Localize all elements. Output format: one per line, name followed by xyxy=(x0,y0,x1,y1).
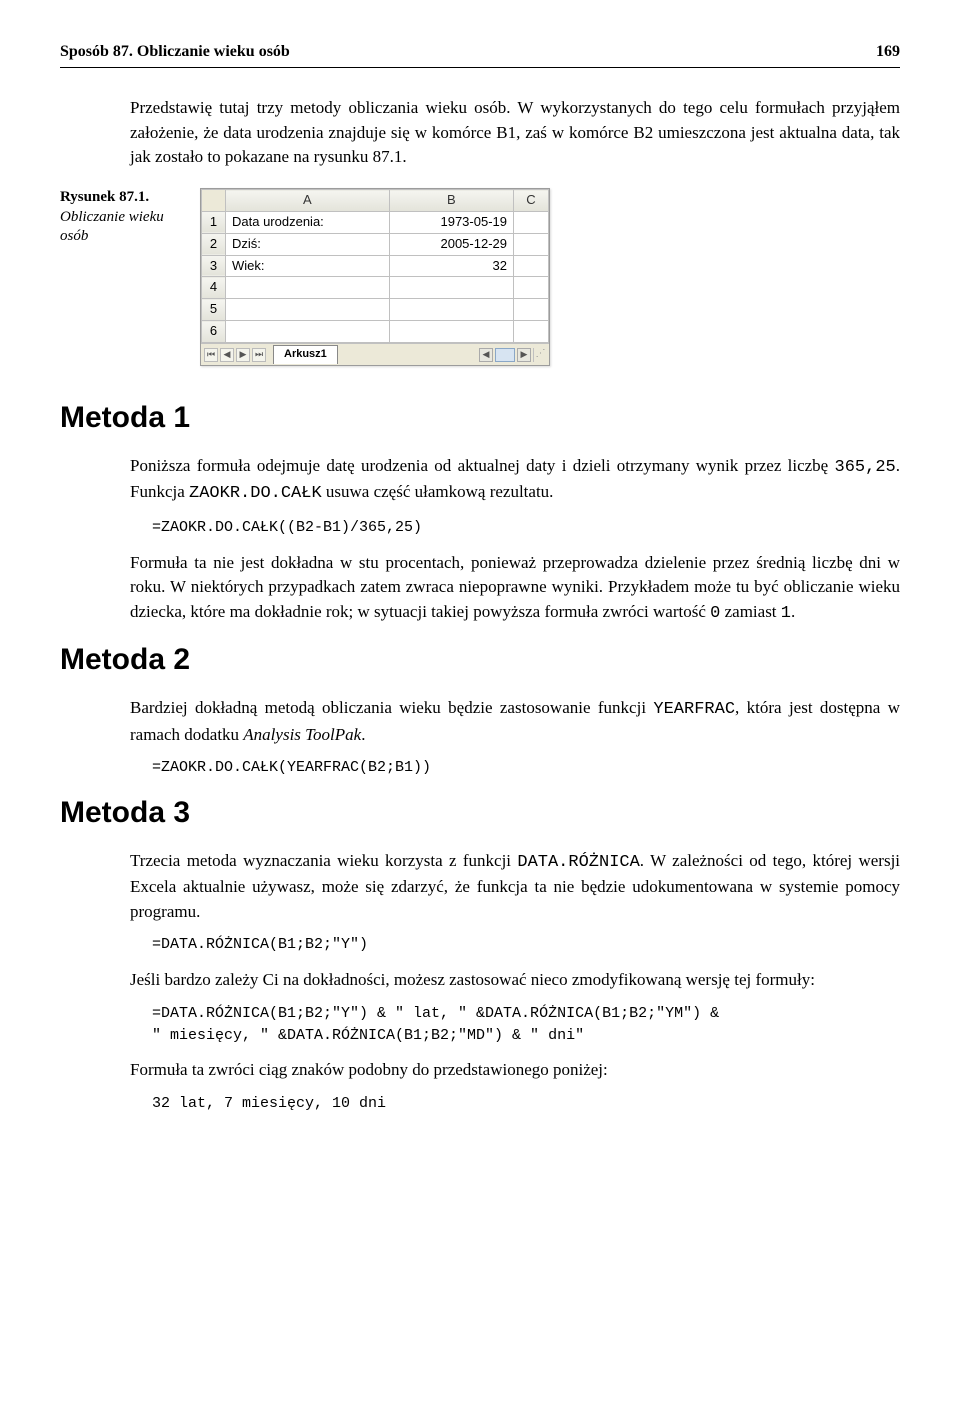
intro-paragraph: Przedstawię tutaj trzy metody obliczania… xyxy=(130,96,900,170)
heading-metoda-2: Metoda 2 xyxy=(60,638,900,682)
text: usuwa część ułamkową rezultatu. xyxy=(322,482,554,501)
page-header: Sposób 87. Obliczanie wieku osób 169 xyxy=(60,40,900,68)
row-header: 4 xyxy=(202,277,226,299)
table-row: 2 Dziś: 2005-12-29 xyxy=(202,233,549,255)
table-row: 1 Data urodzenia: 1973-05-19 xyxy=(202,211,549,233)
table-row: 3 Wiek: 32 xyxy=(202,255,549,277)
sheet-tab: Arkusz1 xyxy=(273,345,338,364)
nav-next-icon: ▶ xyxy=(236,348,250,362)
row-header: 3 xyxy=(202,255,226,277)
sheet-nav-buttons: ⏮ ◀ ▶ ⏭ xyxy=(201,348,269,362)
text: . xyxy=(361,725,365,744)
metoda2-p1: Bardziej dokładną metodą obliczania wiek… xyxy=(130,696,900,747)
cell: Data urodzenia: xyxy=(226,211,390,233)
table-row: 5 xyxy=(202,299,549,321)
row-header: 2 xyxy=(202,233,226,255)
metoda1-code1: =ZAOKR.DO.CAŁK((B2-B1)/365,25) xyxy=(152,517,900,539)
cell: Wiek: xyxy=(226,255,390,277)
sheet-tab-bar: ⏮ ◀ ▶ ⏭ Arkusz1 ◀ ▶ ⋰ xyxy=(201,343,549,365)
scroll-thumb xyxy=(495,348,515,362)
scroll-right-icon: ▶ xyxy=(517,348,531,362)
metoda3-body: Trzecia metoda wyznaczania wieku korzyst… xyxy=(130,849,900,1115)
inline-code: 1 xyxy=(781,604,791,623)
figure-87-1: Rysunek 87.1. Obliczanie wieku osób A B … xyxy=(60,188,900,366)
cell: 32 xyxy=(389,255,513,277)
nav-first-icon: ⏮ xyxy=(204,348,218,362)
spreadsheet-screenshot: A B C 1 Data urodzenia: 1973-05-19 2 Dzi… xyxy=(200,188,550,366)
cell xyxy=(226,277,390,299)
cell xyxy=(389,277,513,299)
cell: 2005-12-29 xyxy=(389,233,513,255)
cell: 1973-05-19 xyxy=(389,211,513,233)
metoda1-p1: Poniższa formuła odejmuje datę urodzenia… xyxy=(130,454,900,507)
metoda1-p2: Formuła ta nie jest dokładna w stu proce… xyxy=(130,551,900,627)
cell xyxy=(389,299,513,321)
metoda3-p1: Trzecia metoda wyznaczania wieku korzyst… xyxy=(130,849,900,925)
heading-metoda-3: Metoda 3 xyxy=(60,791,900,835)
cell xyxy=(513,321,548,343)
header-title: Sposób 87. Obliczanie wieku osób xyxy=(60,40,290,63)
cell xyxy=(513,233,548,255)
italic-text: Analysis ToolPak xyxy=(243,725,361,744)
cell xyxy=(513,255,548,277)
inline-code: YEARFRAC xyxy=(653,700,735,719)
horizontal-scrollbar: ◀ ▶ ⋰ xyxy=(479,348,549,362)
heading-metoda-1: Metoda 1 xyxy=(60,396,900,440)
cell xyxy=(389,321,513,343)
row-header: 1 xyxy=(202,211,226,233)
nav-prev-icon: ◀ xyxy=(220,348,234,362)
cell xyxy=(226,299,390,321)
cell xyxy=(226,321,390,343)
inline-code: 365,25 xyxy=(835,458,896,477)
nav-last-icon: ⏭ xyxy=(252,348,266,362)
metoda3-code1: =DATA.RÓŻNICA(B1;B2;"Y") xyxy=(152,934,900,956)
col-header-c: C xyxy=(513,190,548,212)
table-row: 6 xyxy=(202,321,549,343)
select-all-corner xyxy=(202,190,226,212)
metoda3-p2: Jeśli bardzo zależy Ci na dokładności, m… xyxy=(130,968,900,993)
resize-grip-icon: ⋰ xyxy=(533,348,547,362)
cell xyxy=(513,277,548,299)
header-page-number: 169 xyxy=(876,40,900,63)
inline-code: DATA.RÓŻNICA xyxy=(517,853,639,872)
spreadsheet-grid: A B C 1 Data urodzenia: 1973-05-19 2 Dzi… xyxy=(201,189,549,343)
text: Bardziej dokładną metodą obliczania wiek… xyxy=(130,698,653,717)
inline-code: 0 xyxy=(710,604,720,623)
metoda3-p3: Formuła ta zwróci ciąg znaków podobny do… xyxy=(130,1058,900,1083)
table-row: 4 xyxy=(202,277,549,299)
col-header-a: A xyxy=(226,190,390,212)
metoda2-body: Bardziej dokładną metodą obliczania wiek… xyxy=(130,696,900,779)
metoda1-body: Poniższa formuła odejmuje datę urodzenia… xyxy=(130,454,900,627)
text: Poniższa formuła odejmuje datę urodzenia… xyxy=(130,456,835,475)
text: zamiast xyxy=(720,602,780,621)
cell xyxy=(513,299,548,321)
metoda2-code1: =ZAOKR.DO.CAŁK(YEARFRAC(B2;B1)) xyxy=(152,757,900,779)
col-header-b: B xyxy=(389,190,513,212)
cell: Dziś: xyxy=(226,233,390,255)
row-header: 6 xyxy=(202,321,226,343)
figure-caption-title: Rysunek 87.1. xyxy=(60,189,149,205)
metoda3-code2: =DATA.RÓŻNICA(B1;B2;"Y") & " lat, " &DAT… xyxy=(152,1003,900,1047)
text: Trzecia metoda wyznaczania wieku korzyst… xyxy=(130,851,517,870)
row-header: 5 xyxy=(202,299,226,321)
metoda3-code3: 32 lat, 7 miesięcy, 10 dni xyxy=(152,1093,900,1115)
figure-caption-desc: Obliczanie wieku osób xyxy=(60,209,164,245)
text: . xyxy=(791,602,795,621)
figure-caption: Rysunek 87.1. Obliczanie wieku osób xyxy=(60,188,200,247)
inline-code: ZAOKR.DO.CAŁK xyxy=(189,484,322,503)
cell xyxy=(513,211,548,233)
scroll-left-icon: ◀ xyxy=(479,348,493,362)
